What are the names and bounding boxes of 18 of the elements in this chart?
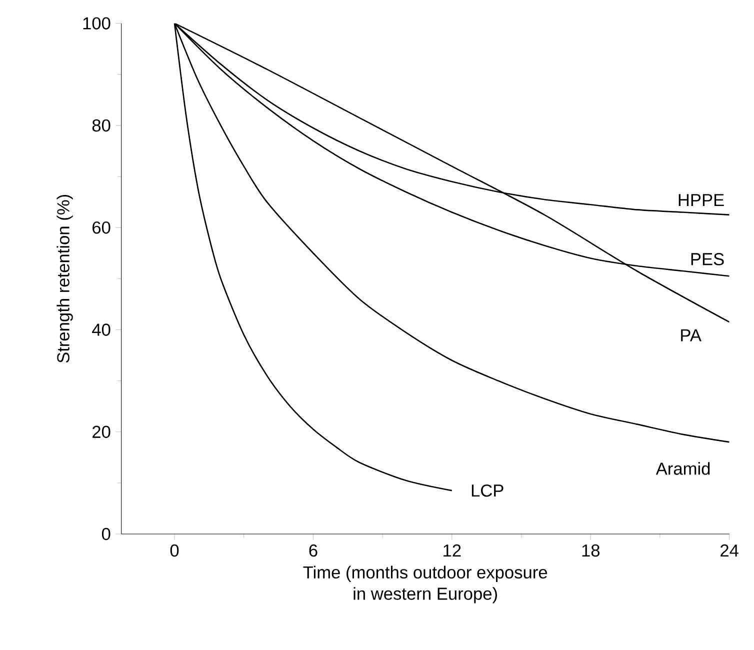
series-label: PA xyxy=(681,329,702,342)
y-tick-label: 60 xyxy=(92,221,110,234)
y-axis-title: Strength retention (%) xyxy=(56,194,73,363)
y-tick-label: 80 xyxy=(92,119,110,132)
y-tick-label: 40 xyxy=(92,324,110,336)
x-tick-label: 0 xyxy=(170,544,179,557)
y-tick-label: 0 xyxy=(102,528,110,540)
y-tick-label: 20 xyxy=(92,426,110,438)
x-tick-label: 6 xyxy=(309,544,318,557)
x-axis-title: Time (months outdoor exposure in western Europe) xyxy=(303,566,548,604)
series-label: Aramid xyxy=(656,462,710,475)
y-tick-label: 100 xyxy=(83,17,110,30)
series-label: PES xyxy=(691,252,724,266)
series-label: HPPE xyxy=(678,194,724,206)
x-tick-label: 24 xyxy=(720,544,738,556)
x-tick-label: 18 xyxy=(582,544,600,557)
x-tick-label: 12 xyxy=(444,544,461,556)
series-label: LCP xyxy=(472,484,504,497)
